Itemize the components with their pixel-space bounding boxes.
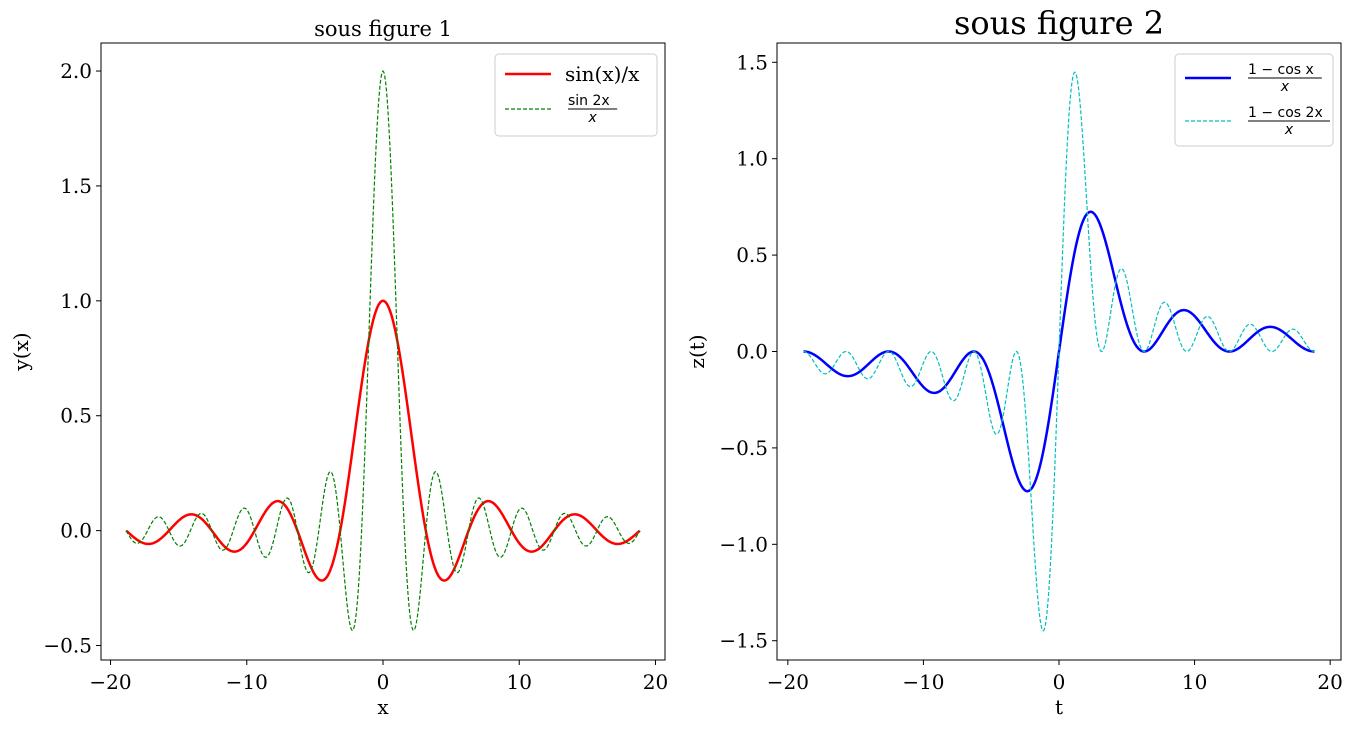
y-tick-label: 1.0 xyxy=(60,289,92,313)
y-tick-label: 1.0 xyxy=(736,147,768,171)
legend-item-1: 1 − cos xx xyxy=(1185,62,1322,95)
x-tick-label: 10 xyxy=(507,670,532,694)
y-tick-label: −0.5 xyxy=(43,634,92,658)
y-tick-label: −1.5 xyxy=(719,629,768,653)
chart-title: sous figure 1 xyxy=(314,17,452,41)
y-tick-label: −1.0 xyxy=(719,532,768,556)
x-tick-label: 0 xyxy=(1053,670,1066,694)
y-tick-label: 0.5 xyxy=(60,404,92,428)
x-tick-label: −10 xyxy=(226,670,268,694)
legend-label-numerator: sin 2x xyxy=(568,93,610,109)
subplot-2: −20 −10 0 10 20 −1.5 −1.0 −0.5 0.0 0.5 1.0 1.5 sous … xyxy=(685,4,1343,719)
legend-label-denominator: x xyxy=(1284,122,1294,138)
legend-item-2: 1 − cos 2xx xyxy=(1185,105,1330,138)
legend-item-1: sin(x)/x xyxy=(505,62,640,86)
y-axis-label: y(x) xyxy=(9,332,33,371)
subplot-1: −20 −10 0 10 20 −0.5 0.0 0.5 1.0 1.5 2.0 sous figur… xyxy=(9,17,668,719)
y-axis-label: z(t) xyxy=(685,334,709,368)
y-tick-label: 0.0 xyxy=(60,519,92,543)
legend-label-numerator: 1 − cos 2x xyxy=(1248,105,1323,121)
legend-label-denominator: x xyxy=(1280,79,1290,95)
legend-label-numerator: 1 − cos x xyxy=(1248,62,1314,78)
x-tick-label: −20 xyxy=(767,670,809,694)
series-line-1 xyxy=(803,210,1315,493)
y-tick-label: 1.5 xyxy=(736,50,768,74)
legend-label-denominator: x xyxy=(587,110,597,126)
legend-item-2: sin 2xx xyxy=(505,93,618,126)
series-line-2 xyxy=(803,71,1315,632)
y-tick-label: 1.5 xyxy=(60,174,92,198)
x-tick-label: 20 xyxy=(643,670,668,694)
x-axis-label: x xyxy=(377,695,389,719)
legend: 1 − cos xx1 − cos 2xx xyxy=(1174,53,1334,147)
x-tick-label: −20 xyxy=(89,670,131,694)
y-tick-label: −0.5 xyxy=(719,436,768,460)
legend: sin(x)/x sin 2xx xyxy=(494,53,658,137)
legend-label: sin(x)/x xyxy=(565,62,640,86)
y-tick-label: 0.0 xyxy=(736,340,768,364)
series-line-1 xyxy=(125,299,641,582)
y-tick-label: 2.0 xyxy=(60,59,92,83)
x-tick-label: 0 xyxy=(377,670,390,694)
x-tick-label: 20 xyxy=(1317,670,1342,694)
x-tick-label: 10 xyxy=(1182,670,1207,694)
x-tick-label: −10 xyxy=(902,670,944,694)
chart-title: sous figure 2 xyxy=(954,4,1164,42)
series-line-2 xyxy=(125,70,641,632)
y-tick-label: 0.5 xyxy=(736,243,768,267)
x-axis-label: t xyxy=(1055,695,1063,719)
